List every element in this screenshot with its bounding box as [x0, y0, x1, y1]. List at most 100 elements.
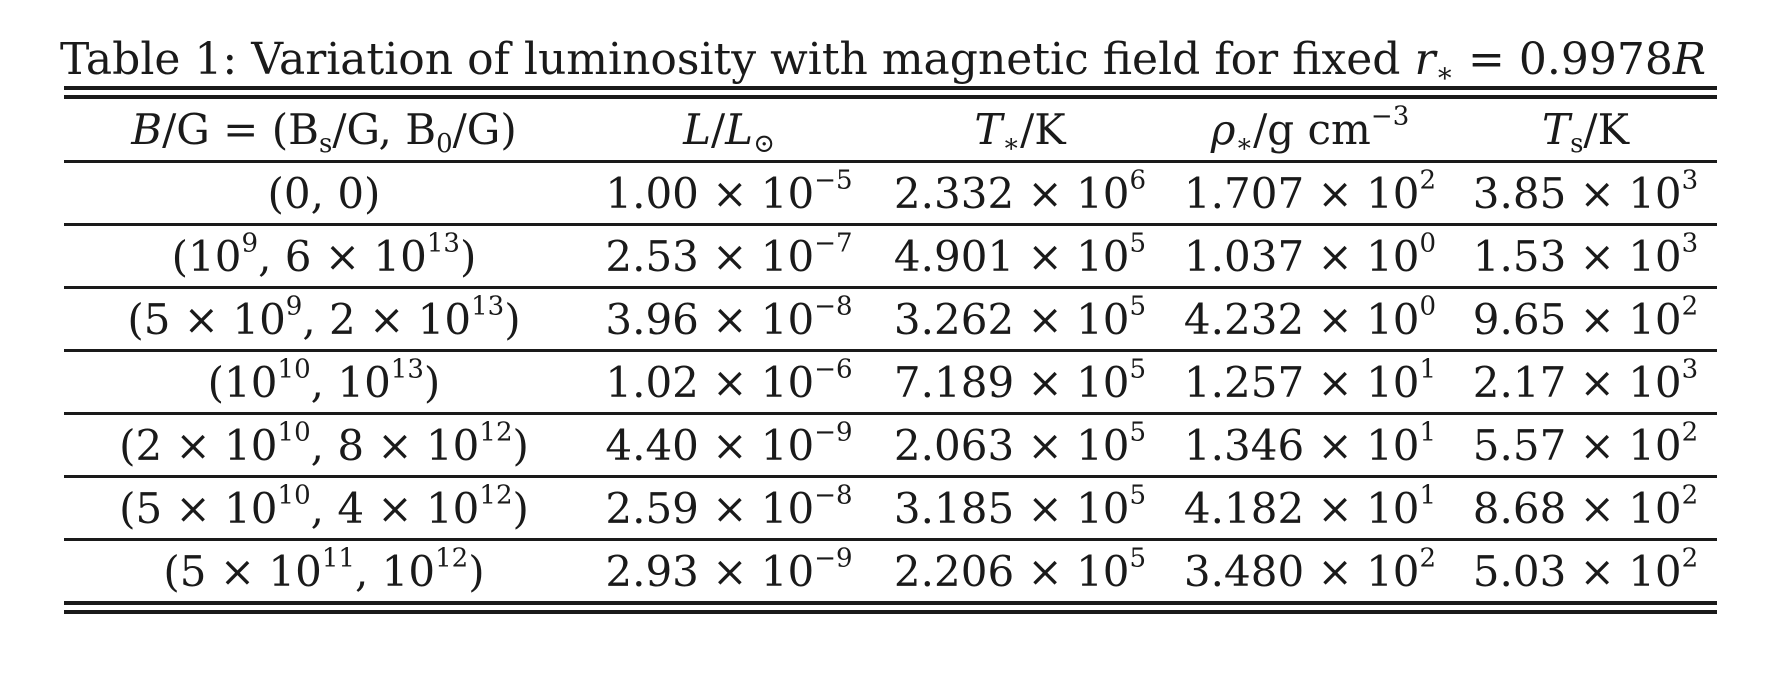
times-ten: × 10: [1304, 357, 1420, 407]
header-temperature: T∗/K: [874, 105, 1166, 157]
caption-r-subscript: ∗: [1435, 58, 1455, 90]
mantissa: 3.185: [893, 483, 1015, 533]
exponent: 2: [1681, 290, 1699, 321]
cell-density: 1.257 × 101: [1166, 356, 1454, 407]
field-text: , 10: [310, 357, 391, 407]
table-row: (0, 0) 1.00 × 10−5 2.332 × 106 1.707 × 102 3…: [64, 163, 1717, 226]
table-row: (5 × 1011, 1012) 2.93 × 10−9 2.206 × 105 3.…: [64, 541, 1717, 601]
field-exponent: 10: [277, 416, 311, 447]
mantissa: 7.189: [893, 357, 1015, 407]
exponent: 1: [1419, 353, 1437, 384]
table-caption: Table 1: Variation of luminosity with ma…: [0, 30, 1766, 90]
exponent: −6: [814, 353, 853, 384]
caption-text: Table 1: Variation of luminosity with ma…: [60, 34, 1415, 85]
field-text: (5 × 10: [119, 483, 278, 533]
exponent: −9: [814, 416, 853, 447]
field-text: (5 × 10: [163, 546, 322, 596]
times-ten: × 10: [1304, 420, 1420, 470]
field-exponent: 11: [321, 542, 355, 573]
exponent: 2: [1681, 416, 1699, 447]
times-ten: × 10: [1304, 231, 1420, 281]
cell-surface-temperature: 1.53 × 103: [1454, 230, 1717, 281]
caption-r: r: [1414, 34, 1436, 85]
header-density: ρ∗/g cm−3: [1166, 103, 1454, 156]
cell-field: (0, 0): [64, 169, 584, 218]
times-ten: × 10: [698, 420, 815, 470]
times-ten: × 10: [698, 546, 815, 596]
cell-temperature: 4.901 × 105: [874, 230, 1166, 281]
field-exponent: 12: [479, 416, 513, 447]
cell-luminosity: 2.53 × 10−7: [584, 230, 874, 281]
cell-luminosity: 1.00 × 10−5: [584, 167, 874, 218]
mantissa: 2.59: [605, 483, 699, 533]
exponent: 1: [1419, 416, 1437, 447]
times-ten: × 10: [1566, 231, 1682, 281]
mantissa: 2.53: [605, 231, 699, 281]
times-ten: × 10: [1014, 483, 1130, 533]
caption-equals: = 0.9978: [1454, 34, 1673, 85]
field-text: ): [512, 420, 529, 470]
bottom-double-rule: [64, 601, 1717, 614]
times-ten: × 10: [698, 168, 815, 218]
header-T-unit: /K: [1020, 105, 1066, 154]
exponent: 5: [1129, 416, 1147, 447]
mantissa: 3.480: [1183, 546, 1305, 596]
header-L-slash: /: [711, 105, 726, 154]
cell-temperature: 3.185 × 105: [874, 482, 1166, 533]
times-ten: × 10: [698, 357, 815, 407]
mantissa: 1.346: [1183, 420, 1305, 470]
field-text: (5 × 10: [127, 294, 286, 344]
header-T-star: ∗: [1002, 128, 1021, 159]
header-field: B/G = (Bs/G, B0/G): [64, 105, 584, 157]
cell-surface-temperature: 8.68 × 102: [1454, 482, 1717, 533]
mantissa: 3.262: [893, 294, 1015, 344]
field-text: ): [459, 231, 477, 281]
exponent: 0: [1419, 227, 1437, 258]
header-T: T: [974, 105, 1003, 154]
times-ten: × 10: [1014, 420, 1130, 470]
mantissa: 2.17: [1472, 357, 1567, 407]
field-exponent: 9: [241, 227, 259, 258]
cell-luminosity: 3.96 × 10−8: [584, 293, 874, 344]
exponent: 2: [1419, 542, 1437, 573]
cell-temperature: 2.206 × 105: [874, 545, 1166, 596]
cell-luminosity: 2.93 × 10−9: [584, 545, 874, 596]
field-text: , 8 × 10: [310, 420, 480, 470]
times-ten: × 10: [1304, 294, 1420, 344]
table-row: (109, 6 × 1013) 2.53 × 10−7 4.901 × 105 1.0…: [64, 226, 1717, 289]
field-text: (0, 0): [267, 168, 381, 218]
cell-density: 4.182 × 101: [1166, 482, 1454, 533]
cell-temperature: 3.262 × 105: [874, 293, 1166, 344]
table-row: (2 × 1010, 8 × 1012) 4.40 × 10−9 2.063 × 1…: [64, 415, 1717, 478]
exponent: 3: [1681, 164, 1699, 195]
exponent: 2: [1419, 164, 1437, 195]
field-text: (2 × 10: [119, 420, 278, 470]
cell-density: 1.037 × 100: [1166, 230, 1454, 281]
header-rho-star: ∗: [1235, 128, 1254, 159]
field-text: ): [504, 294, 521, 344]
field-exponent: 9: [285, 290, 303, 321]
mantissa: 1.53: [1472, 231, 1567, 281]
mantissa: 4.182: [1183, 483, 1305, 533]
field-text: , 2 × 10: [302, 294, 472, 344]
mantissa: 1.257: [1183, 357, 1305, 407]
exponent: −9: [814, 542, 853, 573]
exponent: 0: [1419, 290, 1437, 321]
cell-field: (5 × 1011, 1012): [64, 545, 584, 596]
table-row: (5 × 109, 2 × 1013) 3.96 × 10−8 3.262 × 10…: [64, 289, 1717, 352]
field-text: (10: [171, 231, 242, 281]
top-double-rule: [64, 86, 1717, 99]
header-field-sub-0: 0: [436, 128, 453, 159]
cell-surface-temperature: 3.85 × 103: [1454, 167, 1717, 218]
mantissa: 8.68: [1472, 483, 1567, 533]
header-L-sun: L: [725, 105, 754, 154]
field-exponent: 10: [277, 353, 311, 384]
times-ten: × 10: [1014, 357, 1130, 407]
times-ten: × 10: [1566, 294, 1682, 344]
field-text: , 10: [354, 546, 436, 596]
field-text: , 4 × 10: [310, 483, 480, 533]
exponent: 5: [1129, 542, 1147, 573]
mantissa: 1.02: [605, 357, 699, 407]
mantissa: 9.65: [1472, 294, 1567, 344]
cell-field: (5 × 109, 2 × 1013): [64, 293, 584, 344]
